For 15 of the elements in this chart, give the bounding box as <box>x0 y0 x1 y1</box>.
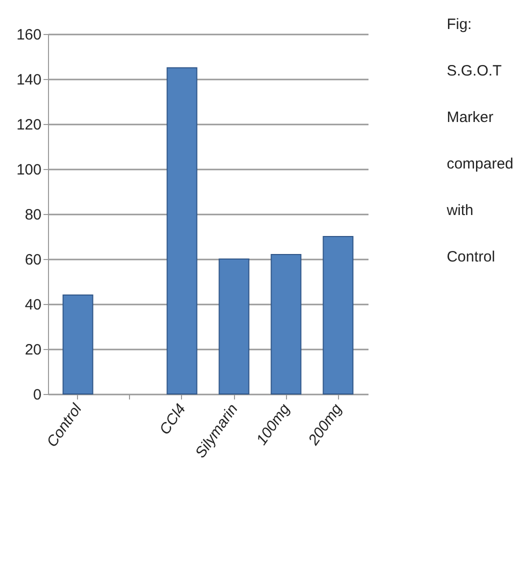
y-tick-label: 160 <box>16 26 42 44</box>
y-tick-label: 40 <box>24 296 42 314</box>
y-tick-label: 20 <box>24 342 42 358</box>
bar <box>166 67 198 394</box>
y-tick-label: 100 <box>16 162 42 178</box>
chart-title: Fig: S.G.O.T Marker compared with Control <box>446 16 514 266</box>
y-tick-label: 120 <box>16 116 42 134</box>
y-tick-label: 80 <box>24 206 42 224</box>
bar <box>322 236 354 394</box>
bar <box>270 254 302 394</box>
y-tick-label: 0 <box>33 386 42 404</box>
y-tick-label: 140 <box>16 72 42 88</box>
bar <box>218 258 250 394</box>
y-tick-label: 60 <box>24 252 42 268</box>
bar <box>62 294 94 394</box>
